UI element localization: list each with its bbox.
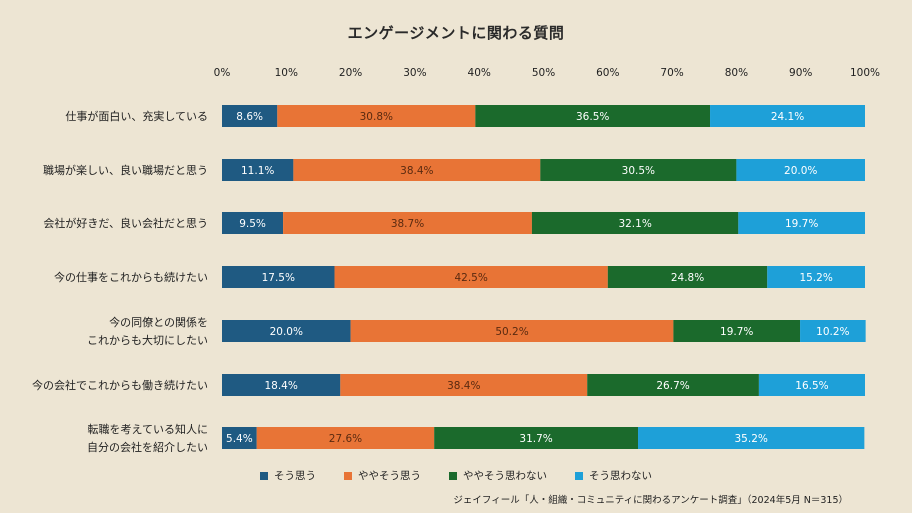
x-tick-label: 10% — [275, 67, 298, 79]
data-label: 20.0% — [784, 165, 817, 177]
bar-segment — [277, 105, 476, 127]
x-tick-label: 90% — [789, 67, 812, 79]
legend-swatch-yaya-sou-omowanai — [449, 471, 457, 480]
legend-label-sou-omou: そう思う — [274, 470, 316, 482]
bar-segment — [283, 212, 532, 234]
source-note: ジェイフィール「人・組織・コミュニティに関わるアンケート調査」（2024年5月 … — [453, 495, 848, 506]
data-label: 36.5% — [576, 111, 609, 123]
category-label: 転職を考えている知人に — [88, 422, 208, 436]
bar-segment — [350, 320, 674, 342]
chart-title: エンゲージメントに関わる質問 — [347, 24, 565, 42]
data-label: 11.1% — [241, 165, 274, 177]
data-label: 19.7% — [720, 326, 753, 338]
category-label: これからも大切にしたい — [87, 333, 208, 347]
bar-segment — [607, 266, 768, 288]
bar-segment — [540, 159, 737, 181]
bar-segment — [710, 105, 865, 127]
legend-swatch-sou-omowanai — [575, 471, 583, 480]
legend-item-sou-omou: そう思う — [260, 468, 316, 483]
x-tick-label: 80% — [725, 67, 748, 79]
data-label: 19.7% — [785, 218, 818, 230]
bar-segment — [638, 427, 865, 449]
legend-swatch-yaya-sou-omou — [344, 471, 352, 480]
bar-segment — [758, 374, 865, 396]
x-tick-label: 20% — [339, 67, 362, 79]
bar-segment — [673, 320, 801, 342]
category-label: 今の同僚との関係を — [109, 315, 208, 329]
bar-segment — [340, 374, 588, 396]
category-label: 職場が楽しい、良い職場だと思う — [43, 163, 208, 177]
data-label: 17.5% — [262, 272, 295, 284]
bar-segment — [222, 212, 284, 234]
x-tick-label: 100% — [850, 67, 880, 79]
category-label: 自分の会社を紹介したい — [87, 440, 208, 454]
x-tick-label: 30% — [403, 67, 426, 79]
category-label: 仕事が面白い、充実している — [65, 109, 208, 123]
data-label: 30.8% — [360, 111, 393, 123]
bar-segment — [222, 320, 351, 342]
legend-label-yaya-sou-omowanai: ややそう思わない — [463, 470, 547, 482]
x-tick-label: 40% — [468, 67, 491, 79]
bar-segment — [222, 105, 278, 127]
legend-item-yaya-sou-omou: ややそう思う — [344, 468, 421, 483]
bar-segment — [767, 266, 865, 288]
bar-segment — [475, 105, 711, 127]
data-label: 30.5% — [622, 165, 655, 177]
bar-segment — [222, 427, 257, 449]
data-label: 9.5% — [239, 218, 266, 230]
legend-label-sou-omowanai: そう思わない — [589, 470, 652, 482]
bar-segment — [222, 374, 341, 396]
category-label: 今の仕事をこれからも続けたい — [54, 270, 208, 284]
data-label: 26.7% — [656, 380, 689, 392]
x-tick-label: 50% — [532, 67, 555, 79]
bar-segment — [587, 374, 759, 396]
x-tick-label: 60% — [596, 67, 619, 79]
category-label: 会社が好きだ、良い会社だと思う — [43, 216, 208, 230]
data-label: 50.2% — [495, 326, 528, 338]
bar-segment — [736, 159, 865, 181]
bar-segment — [222, 159, 294, 181]
data-label: 38.7% — [391, 218, 424, 230]
category-label: 今の会社でこれからも働き続けたい — [32, 378, 208, 392]
data-label: 35.2% — [735, 433, 768, 445]
data-label: 18.4% — [264, 380, 297, 392]
data-label: 8.6% — [236, 111, 263, 123]
x-tick-label: 70% — [660, 67, 683, 79]
bar-segment — [738, 212, 865, 234]
data-label: 38.4% — [447, 380, 480, 392]
bar-segment — [800, 320, 866, 342]
data-label: 42.5% — [454, 272, 487, 284]
data-label: 10.2% — [816, 326, 849, 338]
data-label: 38.4% — [400, 165, 433, 177]
data-label: 24.1% — [771, 111, 804, 123]
data-label: 5.4% — [226, 433, 253, 445]
bar-segment — [256, 427, 435, 449]
x-tick-label: 0% — [214, 67, 231, 79]
data-label: 31.7% — [519, 433, 552, 445]
data-label: 16.5% — [795, 380, 828, 392]
bar-segment — [222, 266, 335, 288]
legend-item-sou-omowanai: そう思わない — [575, 468, 652, 483]
bar-segment — [434, 427, 639, 449]
bar-segment — [293, 159, 541, 181]
legend-item-yaya-sou-omowanai: ややそう思わない — [449, 468, 547, 483]
bar-segment — [334, 266, 608, 288]
data-label: 15.2% — [799, 272, 832, 284]
legend-label-yaya-sou-omou: ややそう思う — [358, 470, 421, 482]
data-label: 32.1% — [618, 218, 651, 230]
legend: そう思う ややそう思う ややそう思わない そう思わない — [0, 468, 912, 483]
data-label: 24.8% — [671, 272, 704, 284]
data-label: 27.6% — [329, 433, 362, 445]
bar-segment — [531, 212, 739, 234]
legend-swatch-sou-omou — [260, 471, 268, 480]
data-label: 20.0% — [270, 326, 303, 338]
